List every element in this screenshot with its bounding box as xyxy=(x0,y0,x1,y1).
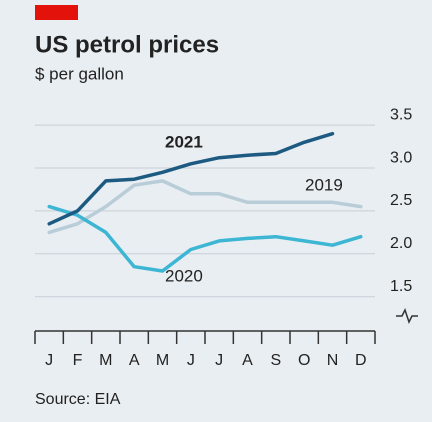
line-series xyxy=(47,179,363,235)
brand-bar xyxy=(35,5,78,20)
series-label: 2020 xyxy=(165,266,203,285)
source: Source: EIA xyxy=(35,391,121,408)
x-tick-label: J xyxy=(45,352,53,369)
x-tick-label: O xyxy=(298,352,310,369)
y-tick-label: 3.0 xyxy=(390,149,412,166)
y-tick-label: 2.0 xyxy=(390,235,412,252)
y-tick-label: 1.5 xyxy=(390,278,412,295)
y-tick-label: 3.5 xyxy=(390,106,412,123)
line-series xyxy=(47,131,335,226)
series-label: 2019 xyxy=(305,175,343,194)
x-tick-label: N xyxy=(327,352,339,369)
x-tick-label: A xyxy=(242,352,253,369)
x-tick-label: J xyxy=(215,352,223,369)
x-tick-label: F xyxy=(73,352,83,369)
y-tick-label: 2.5 xyxy=(390,192,412,209)
x-tick-label: J xyxy=(187,352,195,369)
series-label: 2021 xyxy=(165,132,203,151)
line-series xyxy=(47,204,363,273)
chart-subtitle: $ per gallon xyxy=(35,64,124,83)
x-tick-label: A xyxy=(129,352,140,369)
chart-title: US petrol prices xyxy=(35,31,219,58)
axis-break xyxy=(396,308,418,324)
x-tick-label: D xyxy=(355,352,367,369)
x-tick-label: M xyxy=(99,352,112,369)
x-tick-label: S xyxy=(270,352,281,369)
x-tick-label: M xyxy=(156,352,169,369)
